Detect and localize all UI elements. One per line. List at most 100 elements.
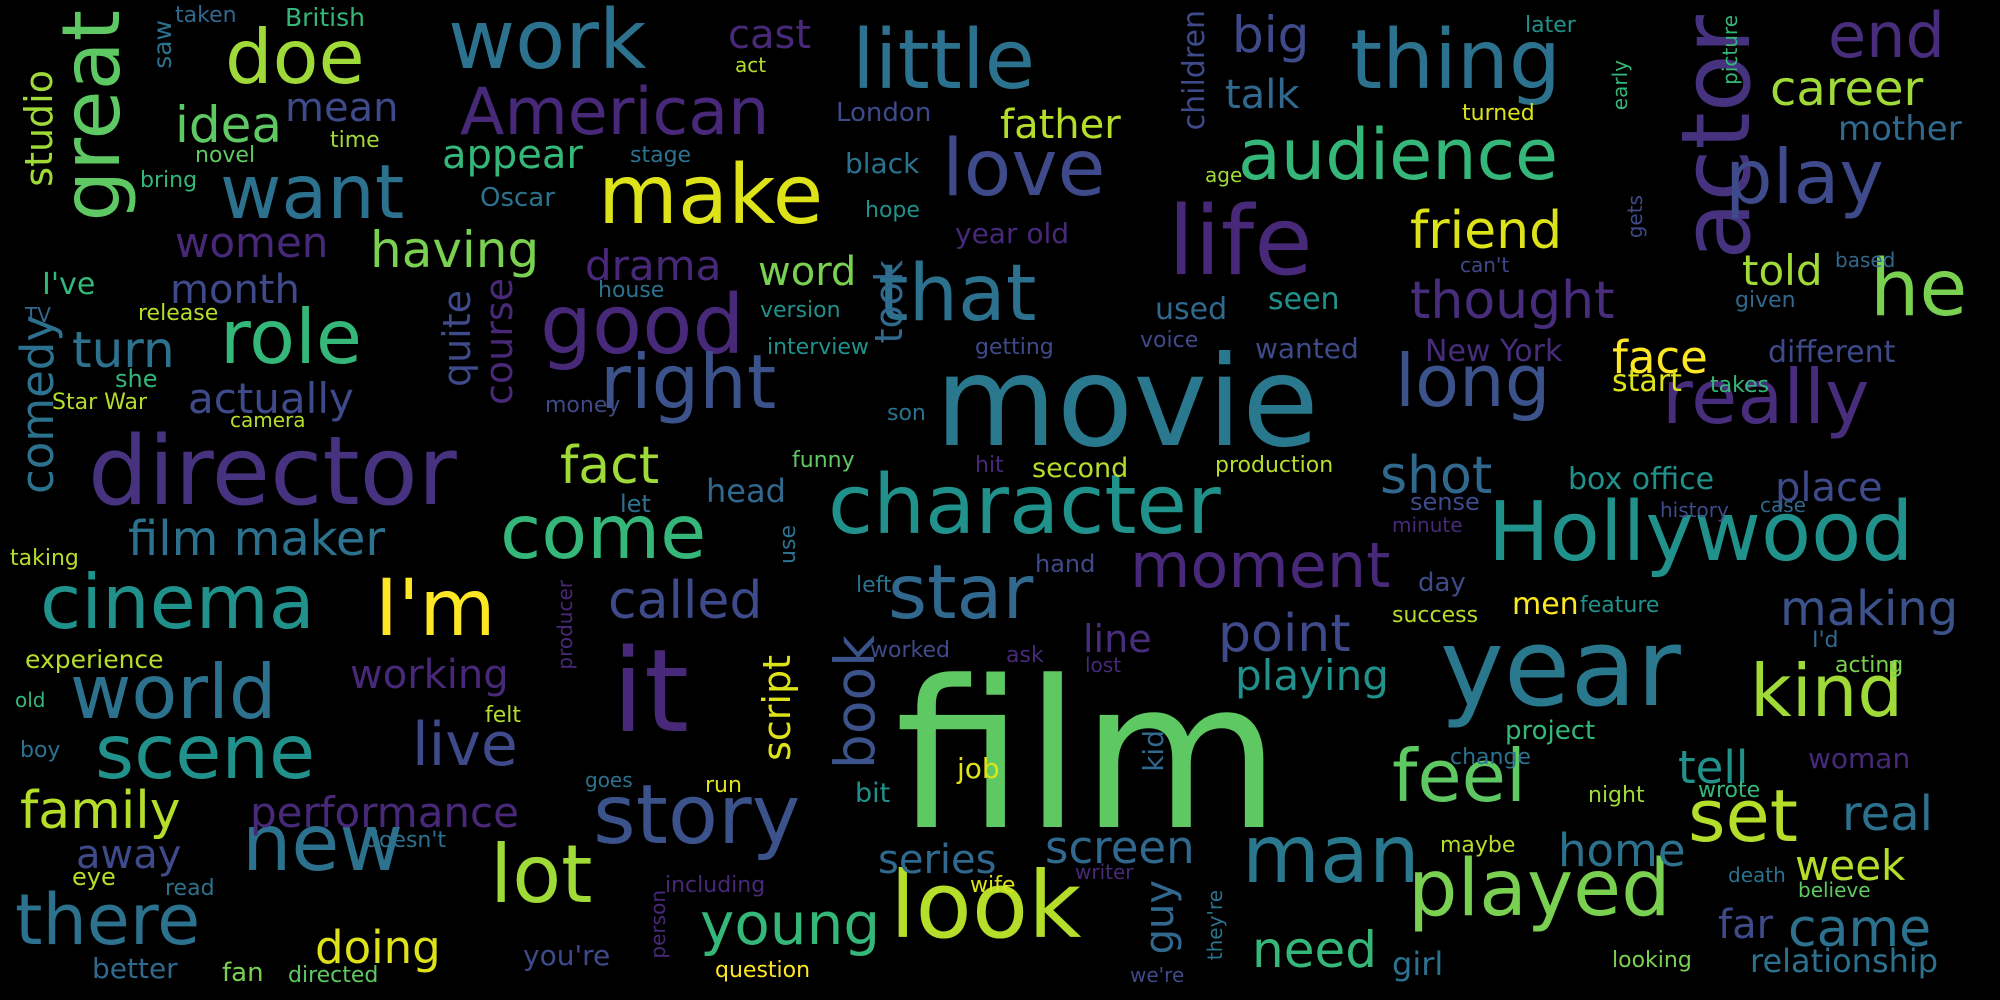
word-given: given bbox=[1735, 288, 1796, 313]
word-having: having bbox=[370, 221, 540, 279]
word-old: old bbox=[15, 688, 46, 712]
word-away: away bbox=[76, 832, 182, 878]
word-producer: producer bbox=[553, 580, 577, 670]
word-night: night bbox=[1588, 783, 1645, 808]
word-she: she bbox=[115, 365, 158, 393]
word-that: that bbox=[878, 249, 1037, 339]
word-looking: looking bbox=[1612, 948, 1692, 973]
word-make: make bbox=[598, 148, 824, 243]
word-studio: studio bbox=[17, 70, 61, 187]
word-can-t: can't bbox=[1460, 253, 1510, 277]
word-great: great bbox=[45, 10, 138, 222]
word-taking: taking bbox=[10, 546, 79, 571]
word-used: used bbox=[1155, 292, 1228, 327]
word-need: need bbox=[1252, 921, 1377, 979]
word-kid: kid bbox=[1137, 730, 1170, 772]
word-year: year bbox=[1440, 606, 1681, 731]
word-playing: playing bbox=[1235, 651, 1389, 700]
word-men: men bbox=[1512, 587, 1579, 622]
word-cinema: cinema bbox=[40, 558, 315, 646]
word-woman: woman bbox=[1808, 742, 1911, 775]
word-day: day bbox=[1418, 568, 1466, 598]
word-talk: talk bbox=[1225, 72, 1300, 118]
word-bring: bring bbox=[140, 168, 198, 193]
word-quite: quite bbox=[435, 290, 479, 388]
word-hope: hope bbox=[865, 198, 920, 223]
word-taken: taken bbox=[175, 3, 237, 28]
word-hand: hand bbox=[1035, 550, 1096, 578]
word-based: based bbox=[1835, 248, 1896, 272]
word-film-maker: film maker bbox=[128, 511, 386, 567]
word-oscar: Oscar bbox=[480, 183, 555, 213]
word-mother: mother bbox=[1838, 109, 1962, 149]
word-i-m: I'm bbox=[375, 564, 496, 654]
word-star-war: Star War bbox=[52, 390, 147, 415]
word-i-d: I'd bbox=[1812, 628, 1839, 653]
word-word: word bbox=[758, 249, 857, 295]
word-screen: screen bbox=[1045, 821, 1195, 874]
word-right: right bbox=[600, 338, 777, 426]
word-they-re: they're bbox=[1203, 890, 1227, 961]
word-new-york: New York bbox=[1425, 334, 1563, 369]
word-played: played bbox=[1408, 844, 1671, 934]
word-lost: lost bbox=[1085, 653, 1122, 677]
word-it: it bbox=[612, 625, 690, 759]
word-work: work bbox=[448, 0, 647, 88]
word-let: let bbox=[620, 490, 651, 518]
word-turned: turned bbox=[1462, 101, 1535, 126]
word-film: film bbox=[895, 638, 1281, 876]
word-thing: thing bbox=[1350, 13, 1561, 108]
word-better: better bbox=[92, 952, 178, 985]
word-london: London bbox=[836, 98, 932, 128]
word-feel: feel bbox=[1392, 734, 1526, 818]
word-case: case bbox=[1760, 493, 1806, 517]
word-story: story bbox=[593, 768, 801, 863]
word-there: there bbox=[15, 879, 201, 961]
word-mean: mean bbox=[285, 85, 399, 131]
word-job: job bbox=[957, 752, 1000, 785]
word-minute: minute bbox=[1392, 513, 1463, 537]
word-young: young bbox=[700, 890, 881, 958]
word-working: working bbox=[350, 652, 509, 698]
word-maybe: maybe bbox=[1440, 833, 1516, 858]
word-want: want bbox=[220, 148, 405, 236]
word-start: start bbox=[1612, 364, 1682, 399]
word-experience: experience bbox=[25, 645, 164, 674]
word-seen: seen bbox=[1268, 282, 1340, 317]
word-left: left bbox=[856, 573, 892, 598]
word-wanted: wanted bbox=[1255, 332, 1359, 365]
word-end: end bbox=[1828, 0, 1945, 72]
word-month: month bbox=[170, 267, 300, 313]
word-world: world bbox=[70, 648, 277, 736]
word-later: later bbox=[1525, 13, 1576, 38]
word-doing: doing bbox=[315, 921, 441, 974]
word-he: he bbox=[1870, 244, 1968, 334]
word-character: character bbox=[828, 458, 1221, 553]
word-performance: performance bbox=[250, 788, 519, 837]
word-felt: felt bbox=[485, 703, 522, 728]
word-lot: lot bbox=[490, 828, 593, 921]
word-boy: boy bbox=[20, 738, 61, 763]
word-tell: tell bbox=[1678, 741, 1749, 794]
word-wife: wife bbox=[970, 873, 1016, 898]
word-bit: bit bbox=[855, 778, 891, 809]
word-ask: ask bbox=[1006, 643, 1044, 668]
word-age: age bbox=[1205, 163, 1243, 187]
word-father: father bbox=[1000, 102, 1121, 148]
word-point: point bbox=[1218, 604, 1351, 664]
word-career: career bbox=[1770, 61, 1924, 117]
word-love: love bbox=[942, 124, 1106, 214]
word-british: British bbox=[285, 3, 365, 32]
word-eye: eye bbox=[72, 863, 116, 891]
word-face: face bbox=[1612, 331, 1708, 384]
word-goes: goes bbox=[585, 768, 633, 792]
word-script: script bbox=[755, 655, 799, 761]
word-different: different bbox=[1768, 335, 1896, 370]
word-writer: writer bbox=[1075, 860, 1134, 884]
word-gets: gets bbox=[1623, 195, 1647, 239]
word-doesn-t: doesn't bbox=[365, 828, 447, 853]
word-kind: kind bbox=[1750, 649, 1904, 733]
word-line: line bbox=[1083, 617, 1152, 661]
word-camera: camera bbox=[230, 408, 306, 432]
